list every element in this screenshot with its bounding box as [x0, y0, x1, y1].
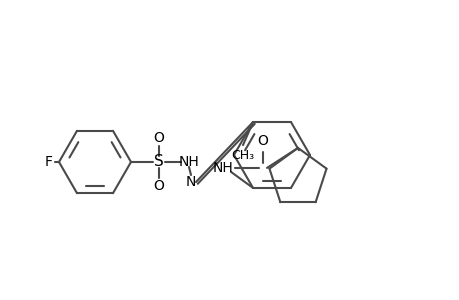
Text: CH₃: CH₃ — [231, 148, 254, 162]
Text: NH: NH — [178, 155, 199, 169]
Text: F: F — [45, 155, 53, 169]
Text: O: O — [257, 134, 268, 148]
Text: NH: NH — [212, 161, 233, 175]
Text: O: O — [153, 131, 164, 145]
Text: S: S — [154, 154, 163, 169]
Text: O: O — [153, 179, 164, 193]
Text: N: N — [185, 175, 196, 189]
